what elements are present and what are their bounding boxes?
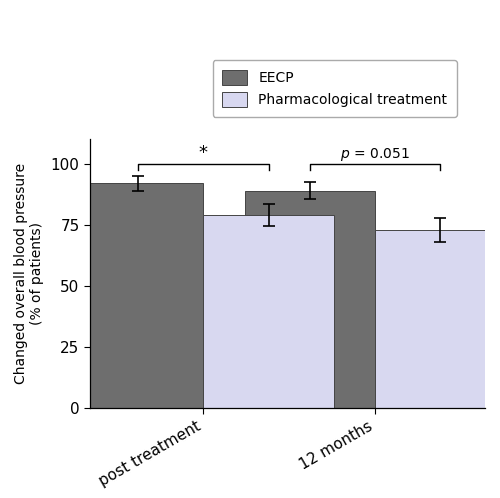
Bar (375, 230, 500, 408)
Bar (204, 215, 334, 408)
Y-axis label: Changed overall blood pressure
(% of patients): Changed overall blood pressure (% of pat… (14, 163, 44, 384)
Text: *: * (199, 144, 208, 162)
Legend: EECP, Pharmacological treatment: EECP, Pharmacological treatment (212, 60, 457, 117)
Bar (244, 191, 375, 408)
Text: $\it{p}$ = 0.051: $\it{p}$ = 0.051 (340, 145, 410, 163)
Bar (73, 183, 204, 408)
